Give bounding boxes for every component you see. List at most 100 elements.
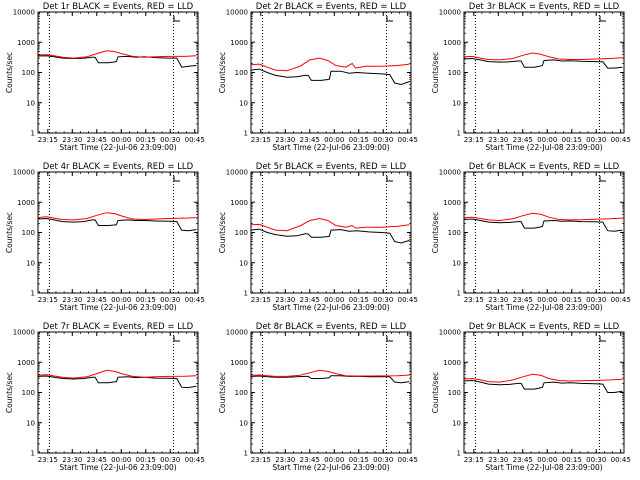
x-tick-label: 00:45	[611, 296, 631, 304]
series-line-lld	[37, 50, 197, 59]
x-tick-label: 00:15	[562, 296, 582, 304]
panel-det-7: Det 7r BLACK = Events, RED = LLD 1 10 100 10…	[5, 322, 205, 472]
corner-bracket-mark	[173, 16, 180, 22]
series-line-events	[37, 55, 197, 68]
y-tick-label: 100	[235, 389, 248, 397]
x-tick-label: 23:45	[300, 456, 320, 464]
x-tick-label: 00:15	[349, 136, 369, 144]
x-axis-label: Start Time (22-Jul-06 23:09:00)	[272, 143, 389, 152]
series-line-events	[37, 217, 197, 232]
x-tick-label: 23:15	[464, 136, 484, 144]
y-tick-label: 1000	[17, 39, 35, 47]
corner-bracket-mark	[386, 16, 393, 22]
x-axis-label: Start Time (22-Jul-06 23:09:00)	[59, 143, 176, 152]
y-axis-label: Counts/sec	[218, 212, 227, 253]
series-line-lld	[37, 212, 197, 221]
x-tick-label: 00:15	[349, 456, 369, 464]
x-tick-label: 00:45	[398, 296, 418, 304]
corner-bracket-mark	[599, 16, 606, 22]
x-axis-label: Start Time (22-Jul-06 23:09:00)	[272, 463, 389, 472]
panel-title: Det 9r BLACK = Events, RED = LLD	[469, 322, 620, 332]
corner-bracket-mark	[599, 176, 606, 182]
y-tick-label: 10000	[439, 9, 461, 17]
y-tick-label: 1000	[443, 199, 461, 207]
y-tick-label: 10000	[439, 169, 461, 177]
x-axis-label: Start Time (22-Jul-08 23:09:00)	[485, 303, 602, 312]
y-tick-label: 1000	[230, 199, 248, 207]
corner-bracket-mark	[599, 336, 606, 342]
series-line-lld	[250, 369, 410, 377]
x-tick-label: 23:15	[251, 456, 271, 464]
series-line-events	[463, 379, 623, 393]
x-tick-label: 23:15	[464, 456, 484, 464]
y-tick-label: 10	[26, 99, 35, 107]
x-tick-label: 00:45	[398, 136, 418, 144]
panel-det-2: Det 2r BLACK = Events, RED = LLD 1 10 100 10…	[218, 2, 418, 152]
y-tick-label: 10000	[13, 169, 35, 177]
x-tick-label: 00:30	[160, 296, 180, 304]
x-tick-label: 23:15	[38, 296, 58, 304]
x-tick-label: 23:30	[62, 456, 82, 464]
x-tick-label: 00:30	[373, 296, 393, 304]
x-tick-label: 00:45	[398, 456, 418, 464]
x-tick-label: 23:30	[488, 136, 508, 144]
series-line-lld	[250, 217, 410, 232]
x-axis-label: Start Time (22-Jul-06 23:09:00)	[59, 303, 176, 312]
x-tick-label: 23:15	[251, 136, 271, 144]
x-tick-label: 00:45	[185, 136, 205, 144]
x-tick-label: 23:30	[62, 296, 82, 304]
panel-title: Det 6r BLACK = Events, RED = LLD	[469, 162, 620, 172]
x-tick-label: 00:30	[586, 136, 606, 144]
panel-title: Det 1r BLACK = Events, RED = LLD	[43, 2, 194, 12]
x-tick-label: 00:45	[611, 136, 631, 144]
series-line-lld	[463, 212, 623, 222]
y-tick-label: 10000	[226, 329, 248, 337]
y-tick-label: 1000	[230, 359, 248, 367]
x-axis-label: Start Time (22-Jul-08 23:09:00)	[485, 463, 602, 472]
y-tick-label: 10000	[226, 169, 248, 177]
y-tick-label: 1000	[443, 359, 461, 367]
y-tick-label: 10000	[13, 329, 35, 337]
y-tick-label: 10	[452, 259, 461, 267]
x-tick-label: 23:15	[464, 296, 484, 304]
y-tick-label: 1	[31, 290, 35, 298]
x-tick-label: 23:45	[300, 296, 320, 304]
panel-det-8: Det 8r BLACK = Events, RED = LLD 1 10 100 10…	[218, 322, 418, 472]
y-tick-label: 1	[31, 130, 35, 138]
series-line-lld	[463, 373, 623, 383]
x-tick-label: 00:45	[185, 296, 205, 304]
x-tick-label: 23:30	[275, 136, 295, 144]
panel-det-5: Det 5r BLACK = Events, RED = LLD 1 10 100 10…	[218, 162, 418, 312]
panel-title: Det 8r BLACK = Events, RED = LLD	[256, 322, 407, 332]
series-line-events	[463, 57, 623, 69]
series-line-events	[250, 375, 410, 384]
x-tick-label: 00:00	[324, 296, 344, 304]
y-tick-label: 100	[448, 229, 461, 237]
panel-title: Det 7r BLACK = Events, RED = LLD	[43, 322, 194, 332]
y-tick-label: 1	[244, 450, 248, 458]
panel-det-3: Det 3r BLACK = Events, RED = LLD 1 10 100 10…	[431, 2, 631, 152]
series-line-lld	[463, 52, 623, 61]
x-tick-label: 00:30	[160, 456, 180, 464]
series-line-events	[250, 68, 410, 86]
y-tick-label: 10	[26, 259, 35, 267]
panel-det-4: Det 4r BLACK = Events, RED = LLD 1 10 100 10…	[5, 162, 205, 312]
x-tick-label: 23:45	[513, 296, 533, 304]
panel-title: Det 2r BLACK = Events, RED = LLD	[256, 2, 407, 12]
x-tick-label: 23:30	[275, 456, 295, 464]
x-tick-label: 00:15	[349, 296, 369, 304]
x-tick-label: 00:30	[373, 456, 393, 464]
x-tick-label: 00:00	[111, 456, 131, 464]
series-line-events	[463, 218, 623, 232]
y-tick-label: 10000	[439, 329, 461, 337]
x-tick-label: 00:45	[611, 456, 631, 464]
y-tick-label: 1	[457, 290, 461, 298]
panel-det-6: Det 6r BLACK = Events, RED = LLD 1 10 100 10…	[431, 162, 631, 312]
y-axis-label: Counts/sec	[5, 52, 14, 93]
y-tick-label: 100	[448, 69, 461, 77]
y-tick-label: 10	[452, 99, 461, 107]
y-tick-label: 10000	[13, 9, 35, 17]
x-tick-label: 23:45	[87, 456, 107, 464]
y-tick-label: 1000	[17, 199, 35, 207]
x-tick-label: 23:30	[488, 296, 508, 304]
